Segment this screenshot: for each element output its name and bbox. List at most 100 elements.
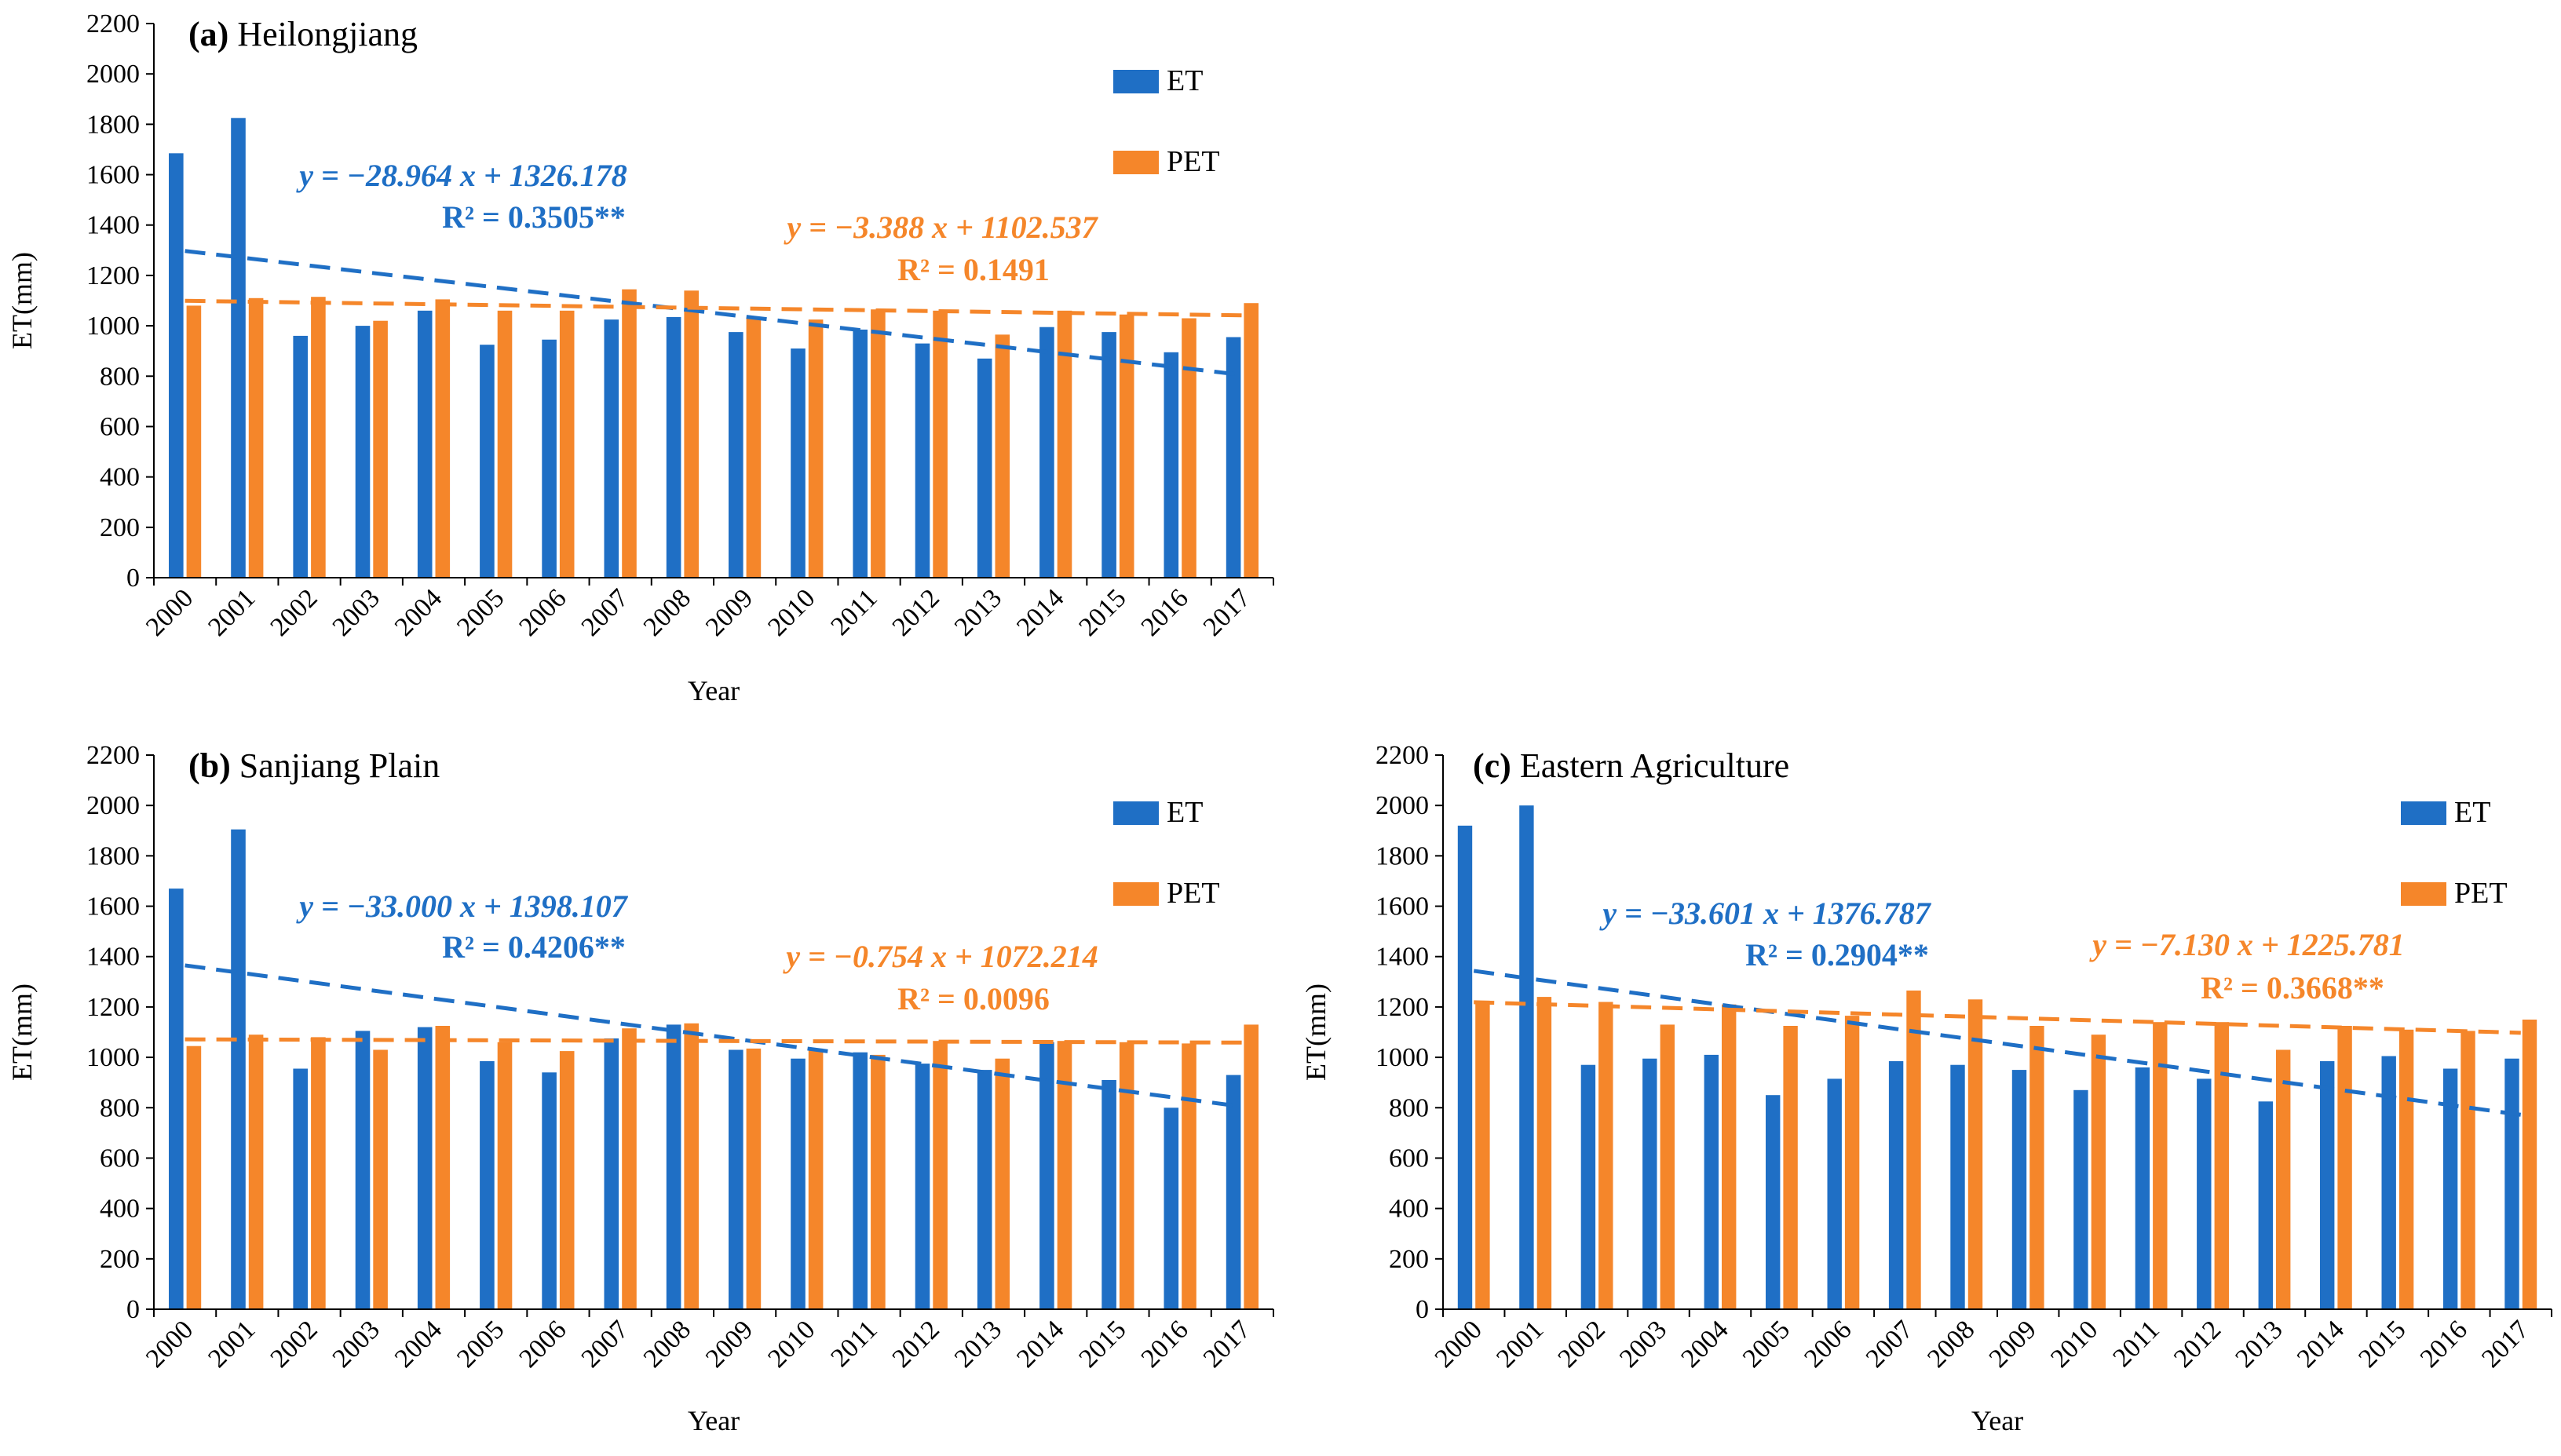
x-axis-title: Year xyxy=(1971,1405,2023,1436)
x-tick-label: 2001 xyxy=(203,1315,261,1373)
bar-pet-2007 xyxy=(1906,991,1921,1309)
y-tick-label: 400 xyxy=(100,1195,140,1224)
y-tick-label: 600 xyxy=(100,1144,140,1173)
bar-et-2000 xyxy=(169,889,184,1309)
y-tick-label: 800 xyxy=(1389,1093,1429,1122)
x-tick-label: 2013 xyxy=(949,583,1007,641)
x-tick-label: 2004 xyxy=(1675,1315,1734,1373)
x-tick-label: 2016 xyxy=(2415,1315,2473,1373)
bar-et-2006 xyxy=(542,1072,557,1309)
y-tick-label: 800 xyxy=(100,362,140,391)
bar-et-2016 xyxy=(1164,1108,1179,1309)
legend-label-pet: PET xyxy=(1167,145,1220,178)
y-tick-label: 1000 xyxy=(1375,1043,1429,1072)
y-axis-title: ET(mm) xyxy=(6,252,38,349)
x-tick-label: 2010 xyxy=(762,583,820,641)
bar-pet-2009 xyxy=(746,318,762,578)
y-tick-label: 2200 xyxy=(1375,741,1429,770)
x-tick-label: 2013 xyxy=(2230,1315,2288,1373)
x-tick-label: 2010 xyxy=(2045,1315,2103,1373)
x-tick-label: 2004 xyxy=(389,583,448,641)
x-tick-label: 2011 xyxy=(2107,1315,2165,1372)
y-tick-label: 200 xyxy=(100,513,140,542)
bar-et-2015 xyxy=(1101,1080,1116,1309)
bar-et-2017 xyxy=(1226,1075,1241,1309)
x-tick-label: 2005 xyxy=(451,583,510,641)
y-tick-label: 1400 xyxy=(1375,943,1429,972)
trend-r2-pet: R² = 0.1491 xyxy=(897,252,1050,287)
bar-et-2002 xyxy=(1580,1064,1596,1309)
y-tick-label: 600 xyxy=(100,412,140,441)
bar-pet-2000 xyxy=(1475,1000,1490,1309)
y-tick-label: 200 xyxy=(1389,1245,1429,1274)
x-tick-label: 2009 xyxy=(700,583,758,641)
bar-pet-2003 xyxy=(1660,1024,1675,1309)
x-tick-label: 2003 xyxy=(327,1315,385,1373)
x-tick-label: 2009 xyxy=(1984,1315,2042,1373)
bar-et-2016 xyxy=(2442,1068,2458,1309)
bar-et-2005 xyxy=(480,1060,495,1309)
legend-swatch-et xyxy=(1113,801,1159,825)
x-tick-label: 2017 xyxy=(1198,1315,1256,1373)
bar-pet-2008 xyxy=(684,1023,699,1309)
x-tick-label: 2010 xyxy=(762,1315,820,1373)
legend-swatch-pet xyxy=(1113,882,1159,906)
bar-et-2004 xyxy=(417,310,433,578)
panel-label: (a) xyxy=(188,15,228,53)
legend-label-pet: PET xyxy=(1167,877,1220,910)
x-tick-label: 2015 xyxy=(1073,1315,1131,1373)
bar-pet-2010 xyxy=(2091,1035,2106,1309)
bar-et-2013 xyxy=(977,1070,992,1309)
bar-pet-2006 xyxy=(559,310,575,578)
x-tick-label: 2007 xyxy=(576,583,634,641)
y-tick-label: 1600 xyxy=(86,892,140,921)
bar-et-2001 xyxy=(1519,805,1534,1309)
trend-equation-pet: y = −0.754 x + 1072.214 xyxy=(783,939,1098,974)
x-tick-label: 2011 xyxy=(825,583,882,640)
bar-pet-2017 xyxy=(1244,303,1259,578)
bar-pet-2008 xyxy=(1967,999,1983,1309)
legend-swatch-et xyxy=(2401,801,2446,825)
x-tick-label: 2014 xyxy=(2292,1315,2350,1373)
y-tick-label: 1200 xyxy=(1375,993,1429,1022)
bar-et-2004 xyxy=(417,1027,433,1309)
x-tick-label: 2006 xyxy=(513,1315,572,1373)
bar-et-2013 xyxy=(977,358,992,578)
bar-et-2008 xyxy=(666,316,681,578)
bar-et-2009 xyxy=(2011,1070,2027,1309)
bar-et-2012 xyxy=(915,343,930,578)
x-tick-label: 2016 xyxy=(1136,583,1194,641)
bar-et-2008 xyxy=(1950,1064,1965,1309)
bar-pet-2006 xyxy=(1844,1016,1860,1309)
bar-pet-2017 xyxy=(1244,1024,1259,1309)
bar-pet-2008 xyxy=(684,290,699,578)
trend-equation-pet: y = −7.130 x + 1225.781 xyxy=(2089,927,2405,962)
bar-pet-2010 xyxy=(808,1048,824,1309)
legend-label-pet: PET xyxy=(2454,877,2508,910)
x-tick-label: 2015 xyxy=(1073,583,1131,641)
y-tick-label: 1600 xyxy=(86,161,140,190)
panel-name: Eastern Agriculture xyxy=(1511,746,1789,785)
y-tick-label: 1800 xyxy=(86,841,140,870)
bar-et-2017 xyxy=(2504,1058,2519,1309)
bar-pet-2015 xyxy=(1119,1042,1134,1309)
bar-et-2007 xyxy=(1888,1060,1904,1309)
chart-panel-2: 0 200 400 600 800 1000 1200 1400 1600 1800 2000 220… xyxy=(1300,741,2552,1436)
bar-et-2002 xyxy=(293,335,308,578)
bar-pet-2009 xyxy=(2029,1026,2044,1309)
x-tick-label: 2006 xyxy=(513,583,572,641)
bar-et-2015 xyxy=(2381,1056,2396,1309)
y-tick-label: 800 xyxy=(100,1093,140,1122)
x-tick-label: 2002 xyxy=(1553,1315,1611,1373)
x-tick-label: 2004 xyxy=(389,1315,448,1373)
bar-pet-2004 xyxy=(435,299,451,578)
y-tick-label: 1800 xyxy=(86,110,140,139)
trend-equation-pet: y = −3.388 x + 1102.537 xyxy=(784,210,1098,245)
y-tick-label: 1000 xyxy=(86,1043,140,1072)
y-tick-label: 1000 xyxy=(86,312,140,341)
trend-r2-et: R² = 0.2904** xyxy=(1745,937,1929,972)
bar-et-2008 xyxy=(666,1024,681,1309)
legend-label-et: ET xyxy=(1167,64,1203,97)
trendline-et xyxy=(1473,969,2522,1117)
